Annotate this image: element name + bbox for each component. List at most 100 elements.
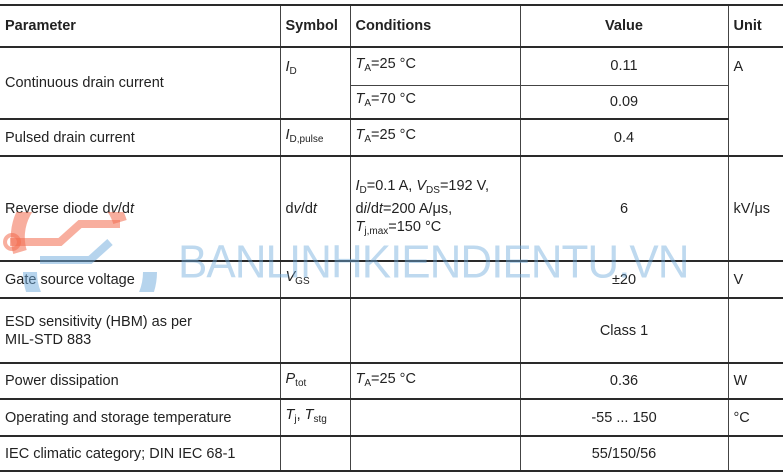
cond-main: T [355, 55, 365, 72]
condition-cell [349, 435, 521, 472]
table-row: Gate source voltage VGS ±20 V [0, 260, 783, 299]
param-cell: Reverse diode dv/dt [0, 155, 281, 262]
param-cell: Continuous drain current [0, 46, 281, 120]
symbol-cell: VGS [279, 260, 351, 299]
cond-main: T [355, 218, 365, 235]
cond-sub: A [364, 377, 372, 389]
symbol-cell: ID,pulse [279, 118, 351, 157]
value-cell: 0.36 [519, 362, 729, 400]
table-row: Operating and storage temperature Tj, Ts… [0, 398, 783, 437]
cond-main: T [355, 370, 365, 387]
condition-cell: ID=0.1 A, VDS=192 V, di/dt=200 A/μs, Tj,… [349, 155, 521, 262]
cond-rest: =70 °C [371, 91, 416, 108]
symbol-text: /d [300, 200, 313, 217]
table-row: Pulsed drain current ID,pulse TA=25 °C 0… [0, 118, 783, 157]
cond-main: T [355, 91, 365, 108]
symbol-main: I [285, 127, 290, 143]
value-cell: 0.09 [519, 84, 728, 120]
cond-text: d [355, 200, 364, 217]
cond-rest: =200 A/μs, [382, 200, 453, 217]
param-cell: Operating and storage temperature [0, 398, 281, 437]
condition-line: di/dt=200 A/μs, [356, 200, 515, 218]
cond-text: /d [366, 200, 379, 217]
symbol-cell [279, 435, 351, 472]
cond-sub: D [359, 184, 367, 196]
parameters-table: Parameter Symbol Conditions Value Unit C… [0, 4, 783, 472]
symbol-main: T [285, 407, 295, 423]
value-cell: 6 [519, 155, 729, 262]
symbol-text: d [285, 200, 294, 217]
symbol-sub: D [289, 66, 297, 77]
header-unit: Unit [727, 4, 783, 48]
value-cell: 0.4 [519, 118, 728, 157]
symbol-cell [279, 297, 351, 364]
symbol-main: V [285, 269, 296, 285]
param-cell: ESD sensitivity (HBM) as per MIL-STD 883 [0, 297, 281, 364]
condition-cell: TA=25 °C [349, 118, 521, 157]
value-cell: 0.11 [519, 46, 729, 86]
cond-sub: DS [426, 184, 440, 196]
cond-rest: =25 °C [371, 55, 416, 72]
symbol-cell: Ptot [279, 362, 351, 400]
cond-rest: =192 V, [439, 177, 489, 194]
value-cell: -55 ... 150 [519, 398, 729, 437]
unit-cell: W [727, 362, 783, 400]
cond-rest: =25 °C [371, 127, 416, 143]
param-line: MIL-STD 883 [5, 331, 92, 348]
cond-italic: i [363, 200, 367, 217]
condition-cell: TA=70 °C [350, 84, 521, 120]
symbol-sub: D,pulse [289, 134, 324, 145]
symbol-cell: Tj, Tstg [279, 398, 351, 437]
symbol-main: P [285, 370, 296, 387]
param-line: ESD sensitivity (HBM) as per [5, 313, 192, 330]
value-cell: 55/150/56 [519, 435, 729, 472]
header-symbol: Symbol [279, 4, 351, 48]
unit-cell [727, 297, 783, 364]
header-parameter: Parameter [0, 4, 281, 48]
cond-sub: j,max [364, 225, 389, 237]
symbol-sub: GS [295, 276, 310, 287]
symbol-italic: t [312, 200, 317, 217]
param-italic: t [129, 200, 134, 217]
cond-sub: A [364, 98, 372, 110]
condition-line: Tj,max=150 °C [356, 218, 515, 241]
cond-italic: t [378, 200, 383, 217]
condition-cell: TA=25 °C [349, 46, 521, 86]
param-cell: Power dissipation [0, 362, 281, 400]
table-row: ESD sensitivity (HBM) as per MIL-STD 883 … [0, 297, 783, 364]
cond-main: T [355, 127, 365, 143]
symbol-sub: j [294, 414, 297, 425]
symbol-cell: dv/dt [279, 155, 351, 262]
table-row: IEC climatic category; DIN IEC 68-1 55/1… [0, 435, 783, 472]
header-conditions: Conditions [349, 4, 521, 48]
condition-line: ID=0.1 A, VDS=192 V, [356, 177, 515, 200]
cond-sub: A [364, 62, 372, 74]
param-text: /d [117, 200, 130, 217]
value-cell: ±20 [519, 260, 729, 299]
unit-cell [727, 435, 783, 472]
symbol-cell: ID [279, 46, 351, 120]
symbol-italic: v [293, 200, 301, 217]
param-italic: v [110, 200, 118, 217]
cond-sub: A [364, 134, 372, 145]
cond-main: V [416, 177, 427, 194]
unit-cell: V [727, 260, 783, 299]
symbol-sub: stg [313, 414, 327, 425]
table-row: TA=70 °C 0.09 [0, 84, 783, 120]
cond-rest: =25 °C [371, 370, 416, 387]
param-text: Reverse diode d [5, 200, 111, 217]
condition-cell: TA=25 °C [349, 362, 521, 400]
param-cell: Pulsed drain current [0, 118, 281, 157]
symbol-main: I [285, 59, 290, 75]
param-cell: IEC climatic category; DIN IEC 68-1 [0, 435, 281, 472]
header-row: Parameter Symbol Conditions Value Unit [0, 4, 783, 48]
condition-cell [349, 297, 521, 364]
unit-cell: °C [727, 398, 783, 437]
unit-cell: kV/μs [727, 155, 783, 262]
symbol-main: T [304, 407, 314, 423]
cond-rest: =0.1 A, [366, 177, 417, 194]
unit-cell: A [727, 46, 783, 157]
param-cell: Gate source voltage [0, 260, 281, 299]
symbol-sep: , [296, 407, 305, 423]
header-value: Value [519, 4, 729, 48]
